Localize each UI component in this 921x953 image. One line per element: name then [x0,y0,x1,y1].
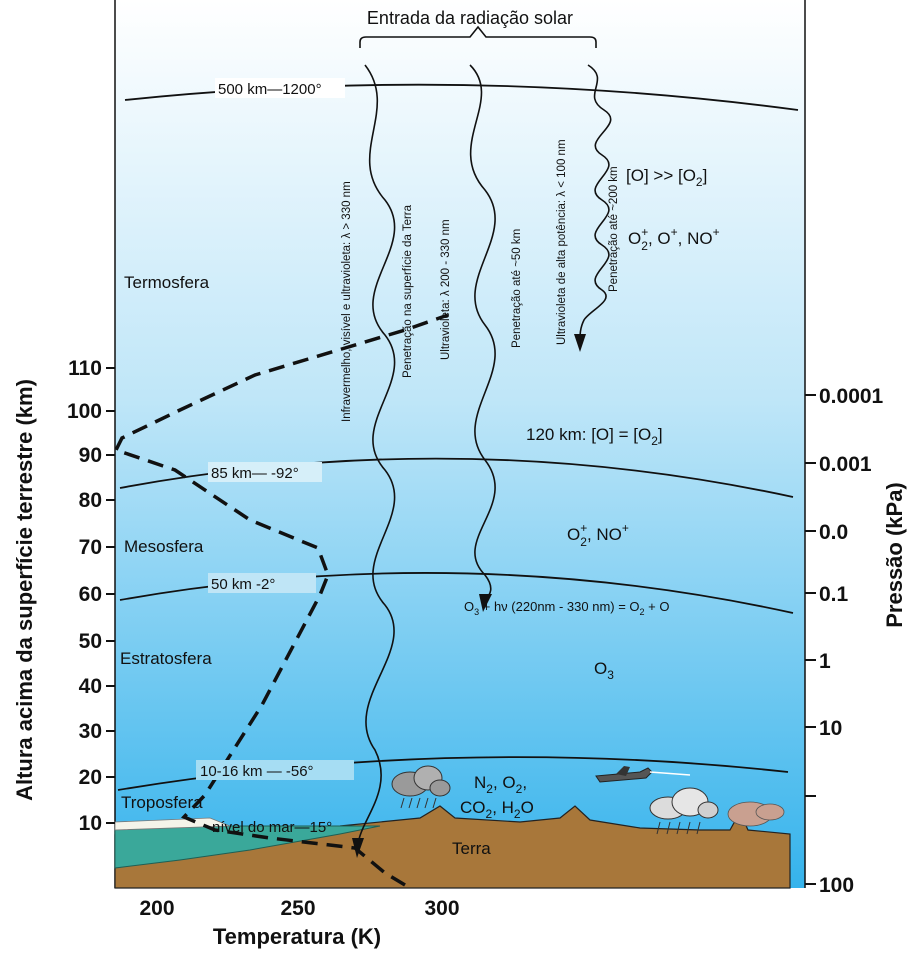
layer-estratosfera: Estratosfera [120,649,212,668]
label-bg-1016 [196,760,354,780]
x-axis: 200 250 300 [139,897,459,920]
y-tick-50: 50 [79,630,102,653]
rain-cloud-icon [391,765,451,809]
label-10-16km: 10-16 km — -56° [200,763,314,780]
label-85km: 85 km— -92° [211,465,299,482]
y-tick-100: 100 [67,400,102,423]
wave-uv-200-330-arrowhead [479,594,492,612]
y-tick-90: 90 [79,444,102,467]
wave-uv-high-arrowhead [574,334,586,352]
chem-ions-thermosphere: O+ 2, O+, NO+ [628,225,720,253]
layer-mesosfera: Mesosfera [124,537,204,556]
label-terra: Terra [452,839,491,858]
y-right-axis-label: Pressão (kPa) [882,482,907,628]
ground [114,805,791,889]
wave-uv-high [579,64,612,341]
y-tick-110: 110 [68,357,102,380]
y-tick-20: 20 [79,766,102,789]
p-tick-0.0: 0.0 [819,521,848,544]
chem-co2-h2o: CO2, H2O [460,798,534,821]
x-tick-250: 250 [280,897,315,920]
x-axis-label: Temperatura (K) [213,924,381,949]
p-tick-0.0001: 0.0001 [819,385,884,408]
y-tick-10: 10 [79,812,102,835]
wave-label-uv-high: Ultravioleta de alta potência: λ < 100 n… [556,139,568,345]
temperature-profile [113,313,449,887]
chem-120km: 120 km: [O] = [O2] [526,425,663,448]
label-500km: 500 km—1200° [218,81,322,98]
wave-label-uv-mid: Ultravioleta: λ 200 - 330 nm [440,219,452,360]
wave-label-surface: Penetração na superfície da Terra [402,204,414,378]
sky-background [115,0,805,888]
radiation-bracket [359,25,597,48]
label-bg-500 [215,78,345,98]
p-tick-1: 1 [819,650,831,673]
chem-ozone: O3 [594,659,614,682]
layer-troposfera: Troposfera [121,793,203,812]
y-left-axis-label: Altura acima da superfície terrestre (km… [12,379,37,801]
chem-ions-mesosphere: O+ 2, NO+ [567,521,629,549]
p-tick-0.1: 0.1 [819,583,849,606]
volcano-smoke-icon [727,801,785,827]
layer-termosfera: Termosfera [124,273,210,292]
x-tick-300: 300 [424,897,459,920]
wave-visible-infrared-arrowhead [352,838,364,858]
y-tick-60: 60 [79,583,102,606]
label-50km: 50 km -2° [211,576,275,593]
wave-label-penetration-200: Penetração até ~200 km [608,166,620,292]
chem-o-vs-o2: [O] >> [O2] [626,166,707,189]
right-axis: 0.0001 0.001 0.0 0.1 1 10 100 [805,385,884,897]
ocean [114,825,381,869]
storm-cloud-icon [649,787,719,835]
chem-ozone-reaction: O3 + hν (220nm - 330 nm) = O2 + O [464,599,670,617]
label-bg-50 [208,573,316,593]
wave-label-visible: Infravermelho, visível e ultravioleta: λ… [341,181,353,422]
shore-foam [114,817,231,831]
p-tick-0.001: 0.001 [819,453,872,476]
left-axis: 110 100 90 80 70 60 50 40 30 20 10 [67,357,115,835]
y-tick-40: 40 [79,675,102,698]
y-tick-80: 80 [79,489,102,512]
chem-n2-o2: N2, O2, [474,773,527,796]
airplane-icon [595,766,691,783]
wave-label-penetration-50: Penetração até ~50 km [511,229,523,348]
y-tick-30: 30 [79,720,102,743]
radiation-title: Entrada da radiação solar [367,8,573,28]
y-tick-70: 70 [79,536,102,559]
wave-visible-infrared [357,64,396,846]
p-tick-10: 10 [819,717,842,740]
label-sea-level: nível do mar—15° [212,819,332,836]
label-bg-85 [208,462,322,482]
wave-uv-200-330 [469,64,496,601]
p-tick-100: 100 [819,874,854,897]
x-tick-200: 200 [139,897,174,920]
